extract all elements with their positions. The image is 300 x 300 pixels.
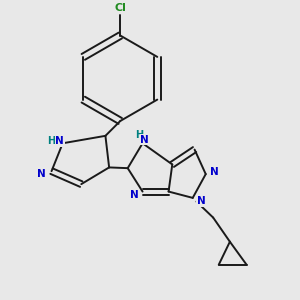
Text: N: N xyxy=(196,196,205,206)
Text: N: N xyxy=(37,169,46,179)
Text: N: N xyxy=(130,190,139,200)
Text: N: N xyxy=(55,136,64,146)
Text: H: H xyxy=(135,130,143,140)
Text: H: H xyxy=(47,136,56,146)
Text: Cl: Cl xyxy=(114,3,126,13)
Text: N: N xyxy=(209,167,218,177)
Text: N: N xyxy=(140,134,149,145)
